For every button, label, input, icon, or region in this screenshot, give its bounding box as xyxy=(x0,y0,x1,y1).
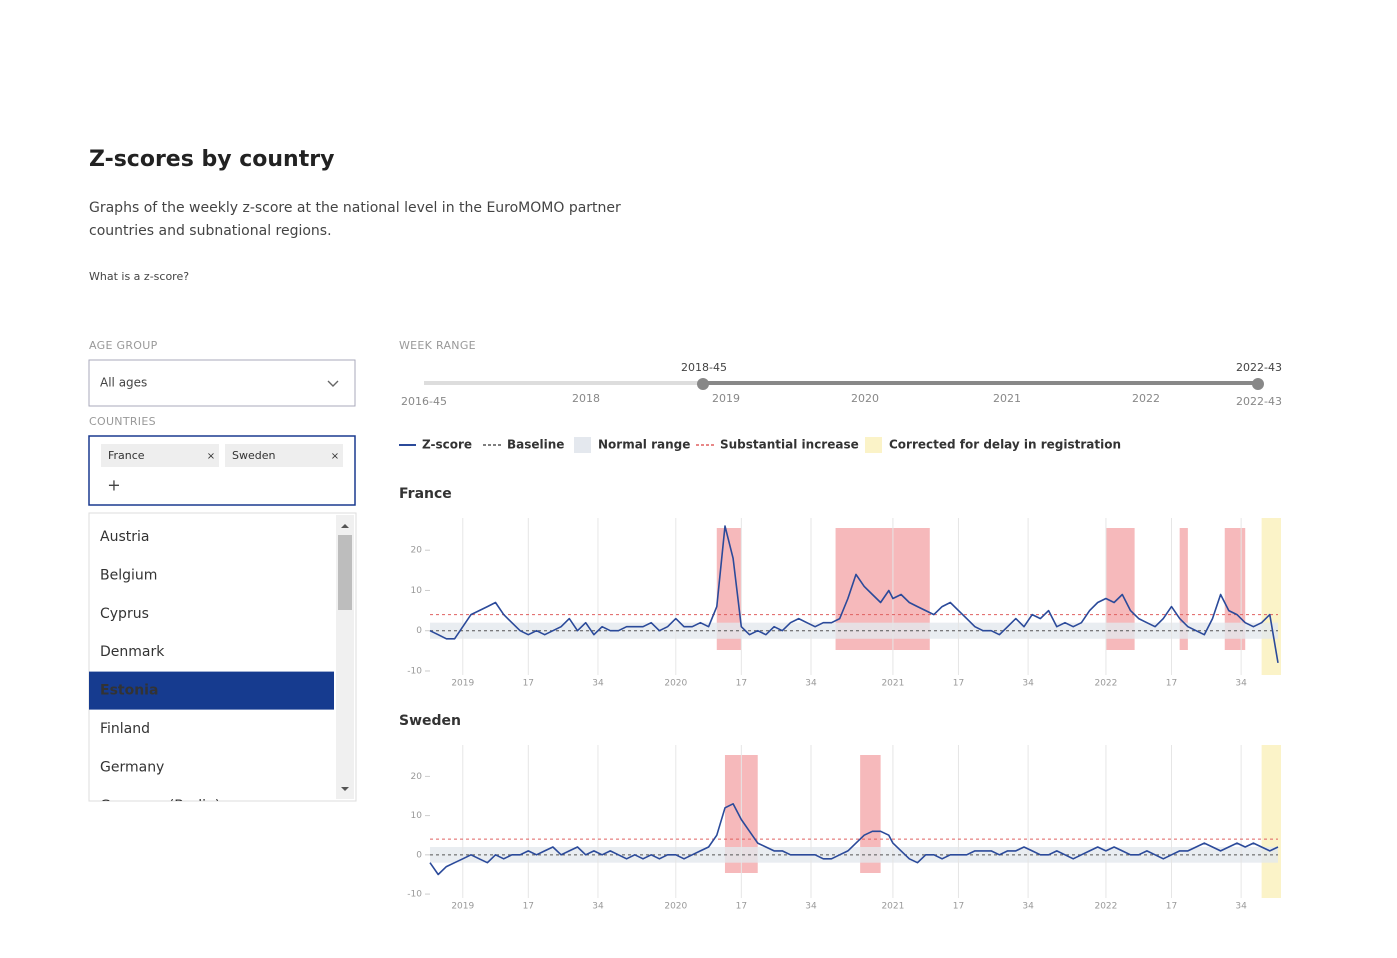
x-tick-label: 17 xyxy=(953,902,964,912)
increase-region xyxy=(1179,528,1188,650)
control-label: AGE GROUP xyxy=(89,339,158,352)
x-tick-label: 17 xyxy=(523,902,534,912)
description: Graphs of the weekly z-score at the nati… xyxy=(89,200,621,216)
chart-title: France xyxy=(399,486,452,502)
slider-tick: 2022 xyxy=(1132,392,1160,405)
x-tick-label: 34 xyxy=(805,902,817,912)
y-tick-label: 0 xyxy=(416,850,422,860)
legend-label: Corrected for delay in registration xyxy=(889,438,1121,452)
x-tick-label: 17 xyxy=(1166,902,1177,912)
x-tick-label: 17 xyxy=(736,902,747,912)
corrected-region xyxy=(1261,745,1281,898)
x-tick-label: 34 xyxy=(1235,679,1247,689)
slider-tick: 2019 xyxy=(712,392,740,405)
legend-label: Normal range xyxy=(598,438,690,452)
control-label: WEEK RANGE xyxy=(399,339,476,352)
y-tick-label: 10 xyxy=(411,811,423,821)
x-tick-label: 17 xyxy=(736,679,747,689)
y-tick-label: 0 xyxy=(416,626,422,636)
country-option[interactable]: Germany (Berlin) xyxy=(100,798,220,814)
tag-label: France xyxy=(108,449,145,462)
handle-label: 2018-45 xyxy=(681,361,727,374)
tag-remove[interactable]: × xyxy=(331,451,339,462)
x-tick-label: 2021 xyxy=(881,679,904,689)
x-tick-label: 2022 xyxy=(1094,902,1117,912)
x-tick-label: 2020 xyxy=(664,902,687,912)
slider-tick: 2020 xyxy=(851,392,879,405)
description: countries and subnational regions. xyxy=(89,223,332,239)
control-label: COUNTRIES xyxy=(89,415,156,428)
slider-handle[interactable] xyxy=(697,378,709,390)
dropdown xyxy=(88,512,357,802)
add-button[interactable]: + xyxy=(107,476,120,495)
country-tag xyxy=(101,444,219,467)
options: Austria Belgium Cyprus Denmark Estonia Finlan… xyxy=(89,529,334,814)
slider-tick: 2021 xyxy=(993,392,1021,405)
increase-region xyxy=(860,755,881,873)
x-tick-label: 34 xyxy=(592,902,604,912)
x-tick-label: 2019 xyxy=(451,902,474,912)
legend-label: Z-score xyxy=(422,438,472,452)
legend: Z-score Baseline Normal range Substantial i… xyxy=(399,437,1121,453)
x-tick-label: 34 xyxy=(1235,902,1247,912)
country-option[interactable]: Austria xyxy=(100,529,149,545)
tag-label: Sweden xyxy=(232,449,275,462)
y-tick-label: 20 xyxy=(411,546,423,556)
country-option[interactable]: Germany xyxy=(100,759,164,775)
tags: France × Sweden × xyxy=(101,444,343,467)
y-tick-label: 20 xyxy=(411,772,423,782)
country-option[interactable]: Cyprus xyxy=(100,606,149,622)
legend-swatch xyxy=(865,437,882,453)
x-tick-label: 17 xyxy=(1166,679,1177,689)
x-tick-label: 17 xyxy=(523,679,534,689)
slider-tick: 2016-45 xyxy=(401,395,447,408)
x-tick-label: 34 xyxy=(592,679,604,689)
legend-label: Baseline xyxy=(507,438,564,452)
x-tick-label: 2022 xyxy=(1094,679,1117,689)
y-tick-label: -10 xyxy=(407,890,422,900)
x-tick-label: 17 xyxy=(953,679,964,689)
x-tick-label: 2021 xyxy=(881,902,904,912)
age-select[interactable] xyxy=(88,359,356,407)
slider-tick: 2022-43 xyxy=(1236,395,1282,408)
scroll-thumb[interactable] xyxy=(338,535,352,610)
age-value: All ages xyxy=(100,376,147,390)
country-option[interactable]: Denmark xyxy=(100,644,165,660)
country-tag xyxy=(225,444,343,467)
z-score-line xyxy=(429,525,1279,664)
x-tick-label: 34 xyxy=(1022,902,1034,912)
country-option[interactable]: Finland xyxy=(100,721,150,737)
increase-region xyxy=(1224,528,1246,650)
chart-title: Sweden xyxy=(399,713,461,729)
country-option[interactable]: Estonia xyxy=(100,683,158,699)
handle-label: 2022-43 xyxy=(1236,361,1282,374)
legend-label: Substantial increase xyxy=(720,438,859,452)
country-option[interactable]: Belgium xyxy=(100,567,157,583)
x-tick-label: 34 xyxy=(1022,679,1034,689)
x-tick-label: 2020 xyxy=(664,679,687,689)
y-tick-label: 10 xyxy=(411,586,423,596)
chevron xyxy=(327,380,339,387)
page-title: Z-scores by country xyxy=(89,147,334,172)
info-link[interactable]: What is a z-score? xyxy=(89,270,189,283)
slider-handle[interactable] xyxy=(1252,378,1264,390)
slider-axis: 2016-45 2018 2019 2020 2021 2022 2022-43 xyxy=(401,392,1282,408)
z-score-line xyxy=(429,803,1279,876)
y-tick-label: -10 xyxy=(407,666,422,676)
legend-swatch xyxy=(574,437,591,453)
x-tick-label: 2019 xyxy=(451,679,474,689)
option-highlight xyxy=(89,671,334,710)
tag-remove[interactable]: × xyxy=(207,451,215,462)
corrected-region xyxy=(1261,518,1281,675)
x-tick-label: 34 xyxy=(805,679,817,689)
slider-tick: 2018 xyxy=(572,392,600,405)
